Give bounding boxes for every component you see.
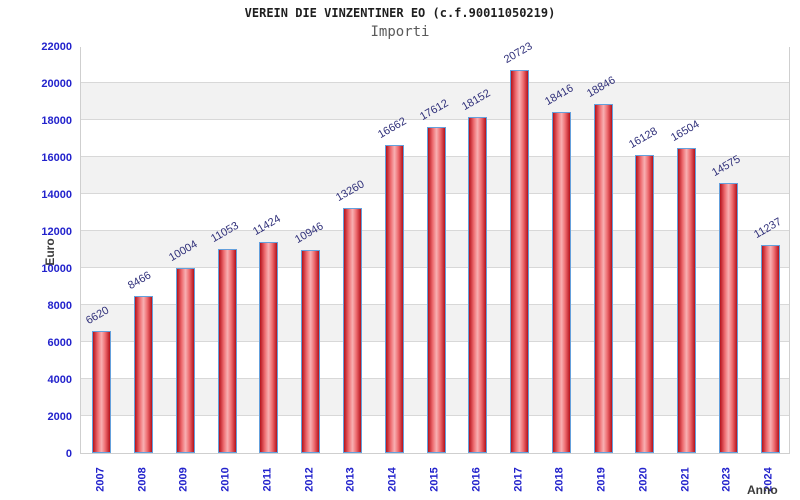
x-tick-label: 2023 <box>720 467 733 492</box>
bar <box>384 145 404 453</box>
x-tick-label: 2007 <box>94 467 107 492</box>
y-tick-label: 4000 <box>47 374 72 386</box>
bar <box>468 117 488 453</box>
bar <box>635 155 655 453</box>
x-tick-label: 2017 <box>512 467 525 492</box>
bar <box>510 70 530 453</box>
plot-area: 6620 8466 10004 11053 11424 10946 13260 16662 17… <box>80 40 790 454</box>
y-tick-label: 8000 <box>47 300 72 312</box>
x-tick-label: 2013 <box>344 467 357 492</box>
x-tick-label: 2010 <box>219 467 232 492</box>
y-tick-label: 20000 <box>41 78 72 90</box>
bar <box>301 250 321 453</box>
x-tick-label: 2009 <box>177 467 190 492</box>
bar <box>426 127 446 453</box>
grid-line <box>81 82 789 83</box>
bar <box>134 296 154 453</box>
y-tick-label: 14000 <box>41 189 72 201</box>
grid-line <box>81 119 789 120</box>
x-axis-title: Anno <box>747 483 778 497</box>
x-tick-label: 2018 <box>553 467 566 492</box>
x-tick-label: 2011 <box>261 467 274 492</box>
grid-band <box>81 46 789 83</box>
bar <box>551 112 571 453</box>
y-tick-label: 0 <box>65 448 72 460</box>
bar <box>92 331 112 453</box>
x-tick-label: 2014 <box>386 467 399 492</box>
y-tick-label: 10000 <box>41 263 72 275</box>
y-tick-label: 2000 <box>47 411 72 423</box>
bar <box>760 245 780 453</box>
y-tick-label: 6000 <box>47 337 72 349</box>
y-tick-label: 22000 <box>41 41 72 53</box>
x-tick-label: 2012 <box>303 467 316 492</box>
bar <box>677 148 697 453</box>
chart-subtitle: Importi <box>370 24 430 40</box>
bar <box>217 249 237 453</box>
chart-title: VEREIN DIE VINZENTINER EO (c.f.900110502… <box>244 6 556 20</box>
x-tick-label: 2019 <box>595 467 608 492</box>
bar <box>259 242 279 453</box>
y-tick-label: 18000 <box>41 115 72 127</box>
x-tick-label: 2015 <box>428 467 441 492</box>
grid-band <box>81 83 789 120</box>
x-tick-label: 2021 <box>679 467 692 492</box>
bar <box>175 268 195 453</box>
x-tick-label: 2008 <box>136 467 149 492</box>
y-tick-label: 12000 <box>41 226 72 238</box>
x-tick-label: 2020 <box>637 467 650 492</box>
x-tick-label: 2016 <box>470 467 483 492</box>
bar <box>593 104 613 453</box>
bar <box>718 183 738 453</box>
y-tick-label: 16000 <box>41 152 72 164</box>
bar <box>342 208 362 453</box>
